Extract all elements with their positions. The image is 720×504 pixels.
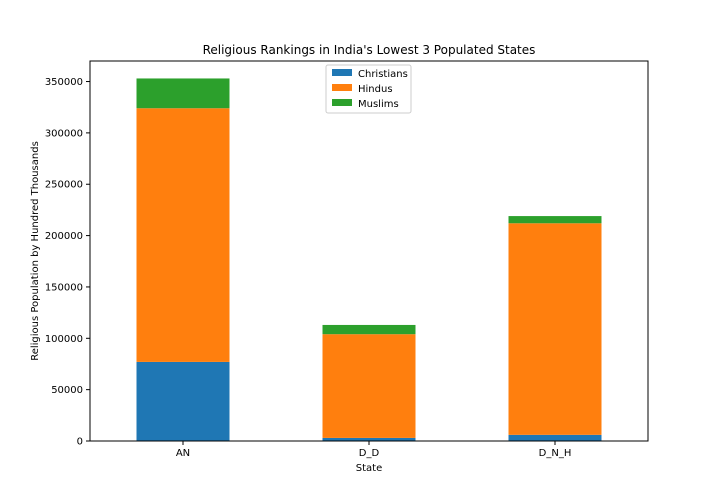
y-tick-label: 150000 [45, 282, 83, 293]
bar-christians-an [136, 361, 230, 441]
chart-title: Religious Rankings in India's Lowest 3 P… [203, 43, 536, 57]
bar-hindus-d_d [322, 334, 416, 438]
x-tick-label: AN [176, 448, 190, 459]
legend: Christians Hindus Muslims [325, 64, 412, 114]
legend-swatch-christians [332, 69, 352, 76]
bars-group [136, 78, 602, 441]
legend-label-christians: Christians [358, 69, 408, 80]
y-tick-label: 50000 [51, 385, 83, 396]
plot-frame [89, 60, 649, 442]
y-tick-label: 300000 [45, 128, 83, 139]
legend-label-hindus: Hindus [358, 84, 393, 95]
bar-muslims-d_n_h [508, 216, 602, 224]
legend-swatch-hindus [332, 84, 352, 91]
legend-label-muslims: Muslims [358, 99, 399, 110]
x-tick-label: D_D [359, 448, 380, 459]
legend-swatch-muslims [332, 99, 352, 106]
bar-hindus-an [136, 108, 230, 362]
y-tick-label: 100000 [45, 334, 83, 345]
y-axis-label: Religious Population by Hundred Thousand… [30, 141, 41, 361]
bar-muslims-d_d [322, 324, 416, 335]
bar-christians-d_d [322, 437, 416, 441]
y-tick-label: 0 [77, 437, 83, 448]
x-tick-label: D_N_H [539, 448, 572, 459]
y-axis: 0 50000 100000 150000 200000 250000 300000 3500… [45, 77, 90, 448]
x-axis-label: State [356, 463, 382, 474]
y-tick-label: 350000 [45, 77, 83, 88]
y-tick-label: 200000 [45, 231, 83, 242]
y-tick-label: 250000 [45, 180, 83, 191]
bar-muslims-an [136, 78, 230, 109]
bar-hindus-d_n_h [508, 223, 602, 435]
x-axis: AN D_D D_N_H [176, 441, 572, 459]
bar-christians-d_n_h [508, 434, 602, 441]
